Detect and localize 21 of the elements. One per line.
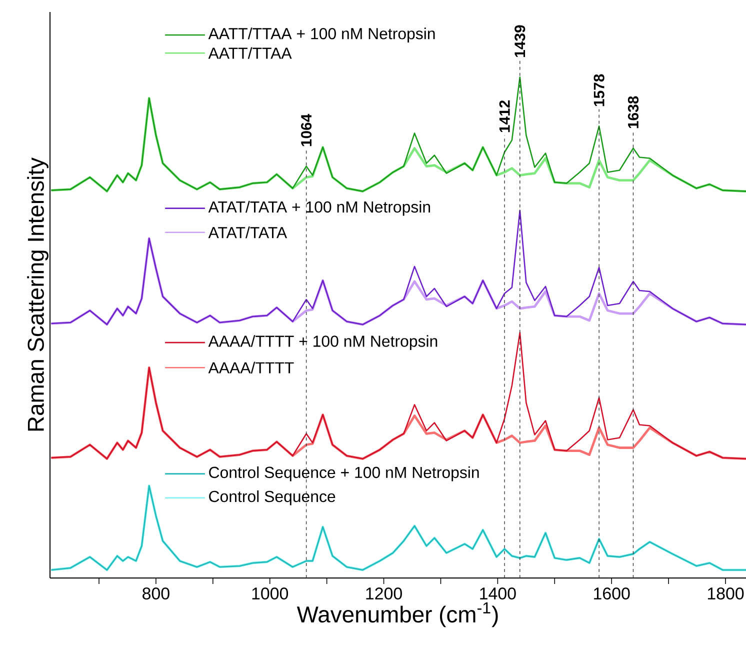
legend-label: Control Sequence + 100 nM Netropsin [209, 466, 479, 482]
x-tick-label: 800 [142, 588, 170, 600]
x-tick-label: 1600 [594, 588, 630, 600]
legend-label: AAAA/TTTT + 100 nM Netropsin [208, 335, 438, 350]
x-tick-label: 1400 [480, 588, 516, 600]
y-axis-title: Raman Scattering Intensity [27, 158, 48, 431]
x-tick-label: 1200 [366, 588, 402, 600]
x-axis-title: Wavenumber (cm$^{-1}$) [296, 602, 498, 628]
legend-label: Control Sequence [209, 490, 336, 506]
legend-label: ATAT/TATA + 100 nM Netropsin [208, 200, 430, 216]
legend-label: AATT/TTAA + 100 nM Netropsin [208, 28, 435, 42]
x-tick-label: 1000 [252, 588, 288, 600]
legend-label: AATT/TTAA [208, 47, 292, 59]
ref-line-label: 1064 [301, 114, 312, 146]
ref-line-label: 1638 [628, 96, 639, 128]
legend-label: ATAT/TATA [208, 226, 288, 238]
x-tick-label: 1800 [708, 588, 744, 600]
ref-line-label: 1578 [594, 74, 604, 106]
legend-label: AAAA/TTTT [208, 362, 294, 374]
ref-line-label: 1412 [499, 100, 510, 132]
ref-line-label: 1439 [514, 25, 526, 57]
